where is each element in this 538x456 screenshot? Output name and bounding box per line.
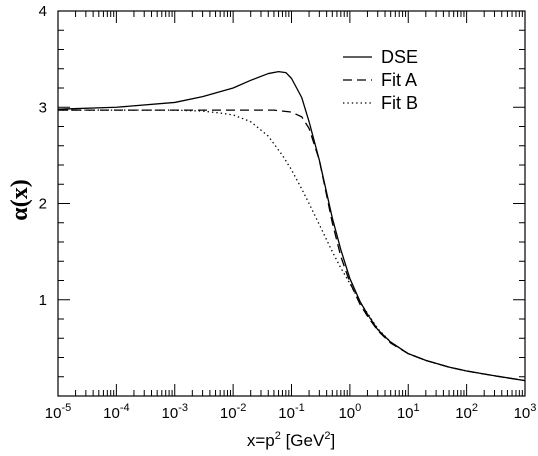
y-tick-label: 3 (39, 99, 47, 116)
y-tick-label: 1 (39, 292, 47, 309)
x-tick-label: 101 (397, 402, 420, 422)
x-tick-label: 10-3 (162, 402, 188, 422)
x-tick-label: 10-5 (45, 402, 71, 422)
legend-label: Fit B (381, 93, 418, 113)
series-line-fit-a (58, 109, 526, 382)
series-line-dse (57, 70, 526, 382)
y-tick-label: 2 (39, 196, 47, 213)
x-tick-label: 10-1 (278, 402, 304, 422)
tick-marks (57, 10, 526, 397)
y-tick-labels: 1 2 3 4 (39, 3, 47, 309)
x-tick-label: 10-2 (220, 402, 246, 422)
series-layer (57, 70, 526, 382)
x-tick-labels: 10-5 10-4 10-3 10-2 10-1 100 101 102 103 (45, 402, 537, 422)
x-tick-label: 10-4 (103, 402, 129, 422)
legend-label: Fit A (381, 70, 417, 90)
series-line-fit-b (58, 109, 526, 382)
legend-label: DSE (381, 47, 418, 67)
tick-path (57, 10, 526, 397)
plot-frame (57, 10, 526, 397)
x-axis-title: x=p2 [GeV2] (247, 430, 335, 450)
y-tick-label: 4 (39, 3, 47, 20)
y-axis-title: α(x) (7, 179, 33, 220)
x-tick-label: 100 (338, 402, 361, 422)
x-tick-label: 102 (455, 402, 478, 422)
x-tick-label: 103 (514, 402, 537, 422)
legend: DSE Fit A Fit B (343, 47, 418, 113)
